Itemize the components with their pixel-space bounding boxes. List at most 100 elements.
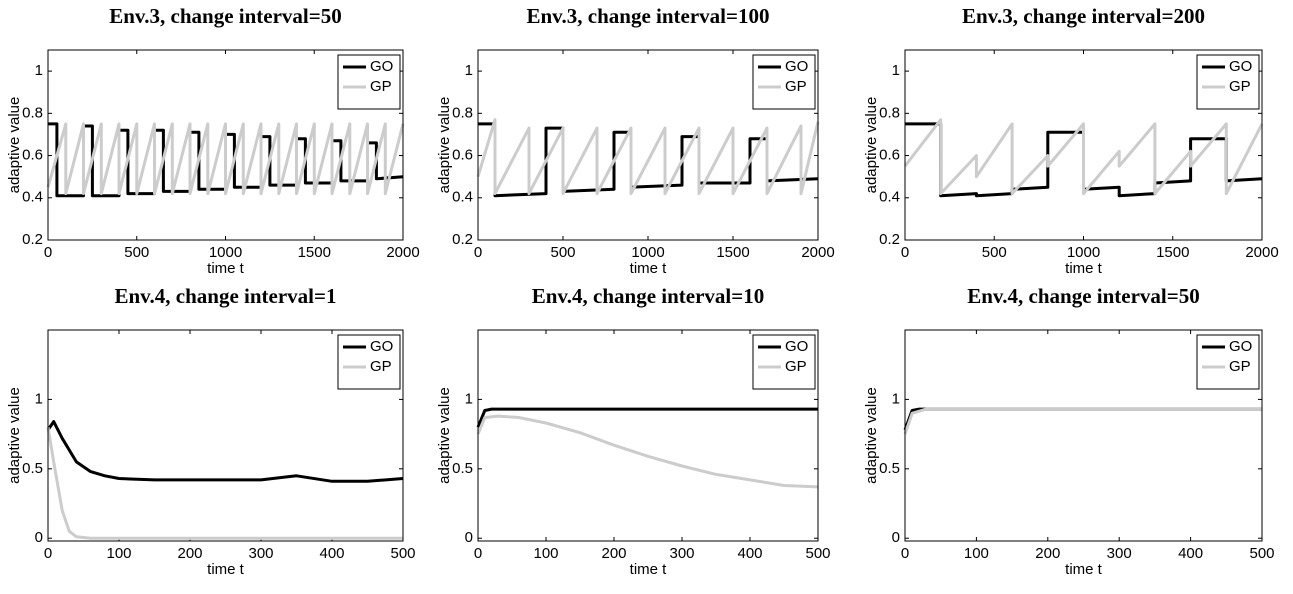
x-tick-label: 500 <box>550 244 575 261</box>
series-line <box>903 407 1262 435</box>
x-tick-label: 300 <box>248 545 273 562</box>
y-tick-label: 0.5 <box>879 460 900 477</box>
series-line <box>903 118 1264 196</box>
legend-label: GP <box>1229 358 1251 375</box>
plot-frame <box>477 49 819 241</box>
x-tick-label: 1500 <box>1156 244 1189 261</box>
x-tick-label: 500 <box>1249 545 1274 562</box>
legend-label: GP <box>370 78 392 95</box>
y-tick-label: 1 <box>35 62 43 79</box>
legend-label: GO <box>370 338 393 355</box>
plot-frame <box>904 49 1263 241</box>
y-tick-label: 0.4 <box>879 189 900 206</box>
x-tick-label: 400 <box>319 545 344 562</box>
x-tick-label: 200 <box>601 545 626 562</box>
legend-box <box>1196 54 1260 110</box>
x-tick-label: 2000 <box>1245 244 1278 261</box>
x-tick-label: 0 <box>901 545 909 562</box>
legend-label: GO <box>1229 58 1252 75</box>
plot-frame <box>477 329 819 542</box>
legend-label: GP <box>370 358 392 375</box>
y-tick-label: 0.8 <box>22 104 43 121</box>
x-tick-label: 200 <box>1035 545 1060 562</box>
chart-title: Env.3, change interval=100 <box>527 4 770 28</box>
x-tick-label: 1000 <box>631 244 664 261</box>
x-axis-label: time t <box>630 260 668 277</box>
y-tick-label: 0 <box>465 529 473 546</box>
x-tick-label: 400 <box>1178 545 1203 562</box>
legend-box <box>752 54 816 110</box>
x-tick-label: 300 <box>1107 545 1132 562</box>
chart-title: Env.4, change interval=1 <box>115 284 337 308</box>
y-axis-label: adaptive value <box>6 387 23 484</box>
y-tick-label: 0.6 <box>879 147 900 164</box>
y-axis-label: adaptive value <box>436 387 453 484</box>
y-tick-label: 0.2 <box>879 231 900 248</box>
y-tick-label: 0.6 <box>22 147 43 164</box>
legend-label: GO <box>785 58 808 75</box>
x-axis-label: time t <box>1065 260 1103 277</box>
y-tick-label: 0.5 <box>452 460 473 477</box>
legend-label: GO <box>370 58 393 75</box>
plot-frame <box>47 329 404 542</box>
y-tick-label: 0 <box>35 529 43 546</box>
y-tick-label: 0.4 <box>22 189 43 206</box>
y-tick-label: 1 <box>892 62 900 79</box>
y-axis-label: adaptive value <box>436 97 453 194</box>
x-tick-label: 200 <box>177 545 202 562</box>
x-axis-label: time t <box>207 260 245 277</box>
x-tick-label: 1000 <box>209 244 242 261</box>
series-line <box>476 407 818 428</box>
series-line <box>46 426 403 540</box>
legend-label: GP <box>785 78 807 95</box>
x-tick-label: 100 <box>964 545 989 562</box>
y-tick-label: 0.2 <box>22 231 43 248</box>
y-tick-label: 1 <box>465 62 473 79</box>
x-tick-label: 400 <box>737 545 762 562</box>
x-tick-label: 0 <box>44 545 52 562</box>
x-tick-label: 0 <box>901 244 909 261</box>
x-tick-label: 2000 <box>801 244 834 261</box>
x-tick-label: 500 <box>390 545 415 562</box>
y-axis-label: adaptive value <box>863 97 880 194</box>
chart-title: Env.3, change interval=200 <box>962 4 1205 28</box>
plot-frame <box>47 49 404 241</box>
x-tick-label: 500 <box>124 244 149 261</box>
x-tick-label: 0 <box>474 244 482 261</box>
x-tick-label: 0 <box>44 244 52 261</box>
y-tick-label: 0 <box>892 529 900 546</box>
legend-box <box>337 54 401 110</box>
x-tick-label: 1000 <box>1067 244 1100 261</box>
x-axis-label: time t <box>630 561 668 578</box>
plot-frame <box>904 329 1263 542</box>
chart-title: Env.3, change interval=50 <box>109 4 341 28</box>
y-axis-label: adaptive value <box>863 387 880 484</box>
y-tick-label: 0.4 <box>452 189 473 206</box>
legend-label: GP <box>785 358 807 375</box>
x-tick-label: 300 <box>669 545 694 562</box>
series-line <box>476 118 820 196</box>
legend-box <box>337 334 401 390</box>
y-tick-label: 1 <box>892 390 900 407</box>
x-tick-label: 500 <box>982 244 1007 261</box>
x-tick-label: 1500 <box>716 244 749 261</box>
series-line <box>46 420 404 483</box>
series-line <box>46 122 405 196</box>
legend-label: GO <box>1229 338 1252 355</box>
x-tick-label: 1500 <box>298 244 331 261</box>
x-axis-label: time t <box>207 561 245 578</box>
x-tick-label: 0 <box>474 545 482 562</box>
x-tick-label: 500 <box>805 545 830 562</box>
y-tick-label: 1 <box>465 390 473 407</box>
y-axis-label: adaptive value <box>6 97 23 194</box>
y-tick-label: 0.8 <box>879 104 900 121</box>
legend-box <box>752 334 816 390</box>
series-line <box>476 414 819 489</box>
legend-label: GP <box>1229 78 1251 95</box>
y-tick-label: 0.5 <box>22 460 43 477</box>
legend-box <box>1196 334 1260 390</box>
chart-title: Env.4, change interval=50 <box>967 284 1199 308</box>
x-axis-label: time t <box>1065 561 1103 578</box>
